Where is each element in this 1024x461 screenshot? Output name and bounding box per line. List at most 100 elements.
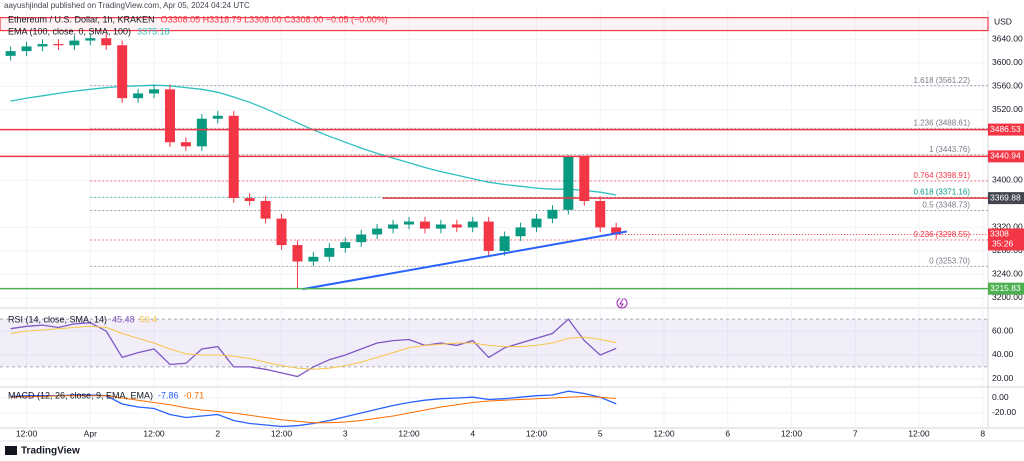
series-line (10, 318, 617, 378)
indicator-value: 50.4 (140, 314, 158, 324)
candle-body (611, 227, 622, 235)
price-badge (988, 150, 1024, 163)
y-tick-label: 3400.00 (992, 175, 1023, 185)
candle-body (260, 200, 271, 219)
indicator-value: -7.86 (158, 390, 179, 400)
candle-body (467, 221, 478, 228)
y-tick-label: 40.00 (992, 349, 1014, 359)
candle-body (117, 45, 128, 99)
logo (5, 446, 17, 455)
fib-label: 1.236 (3488.61) (914, 118, 971, 127)
candle-body (324, 247, 335, 257)
trendline (302, 230, 627, 291)
fib-label: 0 (3253.70) (929, 257, 970, 266)
x-tick-label: 7 (853, 428, 858, 438)
candle-body (85, 38, 96, 41)
candle-body (451, 224, 462, 228)
symbol-title: Ethereum / U.S. Dollar, 1h, KRAKEN (8, 14, 155, 24)
indicator-value: 45.48 (112, 314, 135, 324)
candle-body (404, 221, 415, 225)
candle-body (308, 256, 319, 262)
x-tick-label: 3 (343, 428, 348, 438)
fib-label: 1.618 (3561.22) (914, 76, 971, 85)
indicator-value: 3375.18 (137, 26, 170, 36)
price-badge-label: 3369.88 (990, 192, 1021, 202)
x-tick-label: 12:00 (398, 428, 420, 438)
indicator-name: EMA (100, close, 0, SMA, 100) (8, 26, 131, 36)
candle-body (579, 156, 590, 201)
candle-body (212, 115, 223, 119)
zone (0, 17, 989, 32)
series-line (10, 390, 617, 428)
unit: USD (994, 16, 1012, 26)
series-line (10, 395, 617, 424)
x-tick-label: 12:00 (271, 428, 293, 438)
fib-label: 0.236 (3298.55) (914, 230, 971, 239)
price-badge-label: 3486.53 (990, 124, 1021, 134)
price-badge-label: 3215.83 (990, 283, 1021, 293)
price-badge-label: 3440.94 (990, 151, 1021, 161)
candle-body (164, 89, 175, 143)
x-tick-label: 5 (598, 428, 603, 438)
candle-body (5, 51, 16, 56)
ohlc-legend: O3308.05 H3318.79 L3308.00 C3308.00 −0.0… (161, 14, 388, 24)
x-tick-label: 2 (215, 428, 220, 438)
candle-body (133, 93, 144, 99)
candle-body (276, 218, 287, 246)
price-badge (988, 123, 1024, 136)
candle-body (483, 221, 494, 251)
footer-brand: TradingView (21, 446, 80, 457)
x-tick-label: 4 (470, 428, 475, 438)
y-tick-label: 20.00 (992, 373, 1014, 383)
candle-body (419, 221, 430, 229)
rsi-band (0, 319, 988, 367)
indicator-value: -0.71 (184, 390, 205, 400)
fib-label: 1 (3443.76) (929, 145, 970, 154)
byline: aayushjindal published on TradingView.co… (4, 1, 250, 10)
candle-body (563, 156, 574, 210)
y-tick-label: 60.00 (992, 325, 1014, 335)
candle-body (435, 224, 446, 229)
candle-body (372, 228, 383, 235)
fib-label: 0.618 (3371.16) (914, 187, 971, 196)
y-tick-label: 3560.00 (992, 81, 1023, 91)
candle-body (196, 118, 207, 147)
candle-body (149, 89, 160, 94)
candle-body (595, 200, 606, 228)
candle-body (515, 227, 526, 237)
x-tick-label: 6 (725, 428, 730, 438)
y-tick-label: 3600.00 (992, 57, 1023, 67)
y-tick-label: 3320.00 (992, 222, 1023, 232)
last-price-badge (988, 228, 1024, 251)
candle-body (21, 46, 32, 52)
y-tick-label: 0.00 (992, 392, 1009, 402)
candle-body (69, 40, 80, 46)
candle-body (356, 234, 367, 243)
y-tick-label: 3200.00 (992, 292, 1023, 302)
candle-body (244, 198, 255, 201)
series-line (10, 325, 617, 370)
price-badge (988, 282, 1024, 295)
candle-body (388, 224, 399, 229)
indicator-name: MACD (12, 26, close, 9, EMA, EMA) (8, 390, 153, 400)
x-tick-label: 12:00 (16, 428, 38, 438)
x-tick-label: 8 (980, 428, 985, 438)
y-tick-label: 3640.00 (992, 34, 1023, 44)
x-tick-label: 12:00 (908, 428, 930, 438)
candle-body (292, 245, 303, 262)
x-tick-label: 12:00 (143, 428, 165, 438)
price-badge (988, 192, 1024, 205)
x-tick-label: 12:00 (526, 428, 548, 438)
candle-body (180, 142, 191, 147)
candle-body (101, 38, 112, 46)
fib-label: 0.5 (3348.73) (922, 201, 970, 210)
last-price-label: 3308 (990, 229, 1009, 239)
fib-label: 0.764 (3398.91) (914, 171, 971, 180)
candle-body (340, 242, 351, 248)
candle-body (53, 44, 64, 46)
indicator-name: RSI (14, close, SMA, 14) (8, 314, 107, 324)
x-tick-label: 12:00 (653, 428, 675, 438)
x-tick-label: Apr (84, 428, 97, 438)
